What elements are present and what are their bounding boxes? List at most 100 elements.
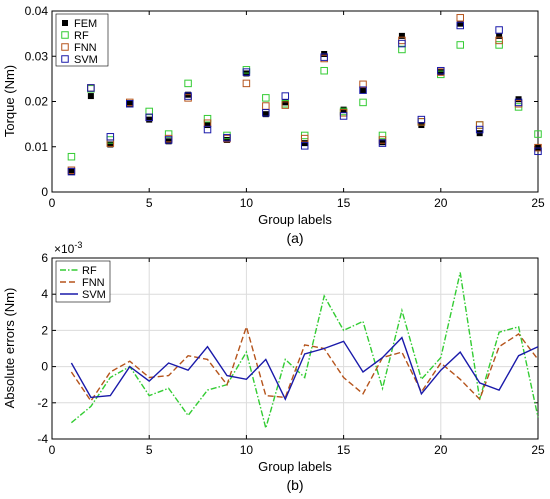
point-fem (107, 141, 114, 148)
point-fnn (456, 14, 464, 22)
point-svm (106, 133, 115, 141)
point-rf (203, 114, 212, 123)
x-tick-label: 15 (337, 443, 351, 457)
panel-b-exponent-base: ×10 (54, 242, 75, 256)
point-svm (495, 26, 503, 34)
x-tick-label: 15 (337, 196, 351, 210)
legend-marker-rf (61, 31, 69, 39)
point-svm (203, 125, 212, 134)
panel-a-x-axis-label: Group labels (258, 212, 332, 227)
point-rf (359, 98, 367, 107)
point-fnn (242, 79, 251, 88)
series-line-svm (70, 336, 539, 401)
point-svm (300, 142, 309, 150)
point-svm (67, 167, 76, 176)
legend-label-rf: RF (82, 265, 97, 277)
point-svm (398, 39, 406, 48)
point-fem (126, 100, 133, 107)
point-fem (398, 32, 405, 39)
panel-a-markers (67, 14, 542, 176)
point-fnn (475, 121, 484, 129)
legend-marker-svm (61, 55, 69, 63)
point-fem (262, 111, 269, 118)
point-svm (534, 147, 542, 156)
x-tick-label: 25 (531, 196, 545, 210)
y-tick-label: 0.02 (25, 95, 49, 109)
point-rf (378, 131, 387, 140)
panel-a-x-ticks: 0 5 10 15 20 25 (49, 11, 545, 210)
point-fem (165, 138, 172, 145)
series-line-rf (70, 272, 539, 431)
x-tick-label: 0 (49, 443, 56, 457)
panel-b-plot-area (51, 257, 539, 440)
y-tick-label: 6 (41, 251, 48, 265)
x-tick-label: 10 (240, 196, 254, 210)
panel-b-y-axis-label: Absolute errors (Nm) (2, 288, 17, 409)
legend-label-rf: RF (74, 30, 89, 42)
point-svm (359, 86, 367, 94)
panel-b-x-axis-label: Group labels (258, 459, 332, 474)
panel-b-exponent-power: -3 (74, 240, 82, 250)
point-svm (242, 68, 251, 76)
point-svm (378, 139, 387, 147)
point-rf (184, 79, 192, 88)
x-tick-label: 10 (240, 443, 254, 457)
point-rf (164, 130, 173, 138)
point-svm (475, 125, 484, 134)
point-svm (417, 115, 426, 124)
x-tick-label: 0 (49, 196, 56, 210)
point-svm (145, 113, 153, 122)
y-tick-label: 0.01 (25, 140, 49, 154)
point-rf (534, 130, 542, 138)
panel-b-exponent-label: ×10-3 (54, 240, 82, 256)
y-tick-label: 2 (41, 323, 48, 337)
point-rf (67, 152, 76, 161)
point-rf (145, 107, 153, 116)
legend-label-fnn: FNN (74, 42, 97, 54)
point-svm (514, 98, 523, 107)
panel-a-caption: (a) (286, 230, 303, 246)
legend-label-svm: SVM (74, 54, 98, 66)
x-tick-label: 5 (146, 196, 153, 210)
point-svm (184, 92, 192, 100)
point-svm (87, 84, 95, 92)
point-fnn (495, 36, 503, 45)
y-tick-label: 0.03 (25, 49, 49, 63)
point-fem (68, 168, 75, 175)
point-fem (282, 99, 289, 106)
point-svm (262, 109, 270, 117)
panel-a-y-axis-label: Torque (Nm) (2, 65, 17, 137)
legend-label-fem: FEM (74, 18, 97, 30)
y-tick-label: 0 (41, 185, 48, 199)
point-fem (146, 116, 153, 123)
point-svm (126, 100, 134, 108)
x-tick-label: 5 (146, 443, 153, 457)
y-tick-label: 4 (41, 287, 48, 301)
point-svm (437, 66, 445, 75)
point-rf (262, 94, 270, 102)
point-fnn (300, 134, 309, 143)
x-tick-label: 20 (434, 443, 448, 457)
panel-b-grid (52, 258, 538, 439)
point-fem (223, 136, 230, 143)
point-rf (398, 45, 406, 54)
legend-label-fnn: FNN (82, 277, 105, 289)
series-line-fnn (70, 324, 539, 403)
point-svm (223, 133, 231, 142)
legend-marker-fem (62, 20, 68, 26)
point-rf (320, 66, 328, 75)
point-fnn (359, 80, 367, 89)
series-svm (67, 21, 542, 176)
point-svm (164, 136, 173, 144)
point-fem (360, 87, 367, 94)
point-svm (456, 21, 464, 30)
panel-a-torque-chart: 0 5 10 15 20 25 0 0.01 0.02 0.03 0.04 Group label… (2, 4, 545, 246)
point-fem (87, 93, 94, 100)
panel-b-y-ticks: -4 -2 0 2 4 6 (37, 251, 538, 446)
panel-b-x-ticks: 0 5 10 15 20 25 (49, 258, 545, 457)
point-fem (437, 69, 444, 76)
point-rf (495, 41, 503, 49)
